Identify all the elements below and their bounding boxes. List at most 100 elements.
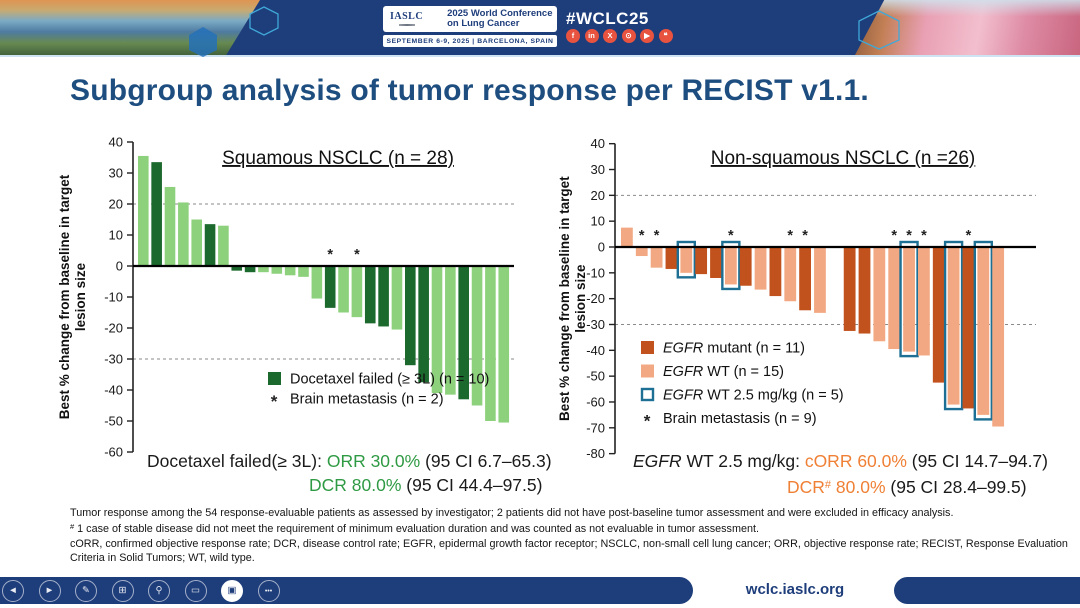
pen-button[interactable]: ✎ [75,580,97,602]
bar [498,266,510,423]
iaslc-emblem-icon [398,24,415,26]
brain-metastasis-asterisk: * [891,228,897,244]
bar [204,224,216,266]
dose-outline-marker [973,240,993,421]
bar [445,266,456,395]
see-all-slides-button[interactable]: ⊞ [111,580,134,602]
bar [138,155,149,266]
zoom-button[interactable]: ⚲ [148,580,170,602]
bar [918,247,930,356]
bar [888,247,901,350]
brain-metastasis-asterisk: * [654,228,660,244]
bar [784,247,797,302]
chart-legend: EGFR mutant (n = 11) EGFR WT (n = 15) EGFR… [640,341,844,431]
bar [724,247,737,285]
brain-metastasis-asterisk: * [787,228,793,244]
conference-banner: IASLC 2025 World Conference on Lung Canc… [0,0,1080,57]
y-tick-label: -10 [104,290,123,305]
result-text-segment: DCR [787,476,825,497]
y-tick-label: -10 [586,265,605,280]
hexagon-decoration-left [249,6,279,36]
instagram-icon: ⊙ [621,29,636,43]
bar [873,247,886,342]
bar [418,266,429,383]
bar [378,266,389,327]
dose-outline-marker [676,240,697,279]
y-axis: 40 30 20 10 0 -10 -20 -30 -40 -50 -60 -70 -80 [586,136,616,461]
waterfall-bars: * * * * * * * * * [621,227,1005,427]
brain-metastasis-asterisk: * [354,247,360,263]
y-tick-label: -40 [586,343,605,358]
legend-label: Docetaxel failed (≥ 3L) (n = 10) [290,372,489,388]
result-text-segment: DCR 80.0% [309,474,402,495]
bar [650,247,663,268]
legend-label: EGFR WT (n = 15) [663,364,784,380]
legend-asterisk: * [644,412,651,431]
y-tick-label: 20 [591,188,605,203]
camera-button[interactable]: ▣ [221,580,243,602]
footnote-line: Criteria in Solid Tumors; WT, wild type. [70,552,255,565]
brain-metastasis-asterisk: * [921,228,927,244]
dose-outline-marker [899,240,919,358]
facebook-icon: f [566,29,580,43]
hexagon-decoration-filled [189,27,217,57]
bar [799,247,811,311]
next-button[interactable]: ► [38,580,61,602]
bar [665,247,678,269]
chart-legend: Docetaxel failed (≥ 3L) (n = 10) * Brain m… [268,372,489,411]
chart-title: Squamous NSCLC (n = 28) [222,148,454,169]
bar [164,186,176,266]
bar [431,266,443,394]
bar [458,266,469,400]
legend-outline-swatch [640,387,655,402]
result-text-segment: 80.0% [831,476,886,497]
bar [814,247,826,313]
result-text-segment: WT 2.5 mg/kg: [681,451,805,471]
conference-title: 2025 World Conference on Lung Cancer [447,8,552,30]
bar [754,247,767,290]
result-text-segment: EGFR [633,451,682,471]
wechat-icon: ❝ [658,29,673,43]
chart-title: Non-squamous NSCLC (n =26) [711,148,976,169]
youtube-icon: ▶ [640,29,654,43]
result-text-segment: cORR 60.0% [804,451,907,471]
waterfall-chart-squamous: 40 30 20 10 0 -10 -20 -30 -40 -50 -60 Best % change… [55,135,533,474]
result-line: DCR# 80.0% (95 CI 28.4–99.5) [787,474,1080,500]
footnote-line: Tumor response among the 54 response-eva… [70,507,954,519]
bar [485,266,496,421]
bar [471,266,483,406]
footer-bar-right [894,577,1080,604]
conference-logo: IASLC 2025 World Conference on Lung Canc… [383,6,557,47]
bar [695,247,708,275]
previous-button[interactable]: ◄ [2,580,24,602]
bar [178,202,189,266]
result-line: EGFR WT 2.5 mg/kg: cORR 60.0% (95 CI 14.… [633,450,1080,474]
result-text-segment: ORR 30.0% [326,451,421,471]
linkedin-icon: in [584,29,599,43]
more-button[interactable]: ••• [257,580,280,602]
y-tick-label: -70 [586,420,605,435]
bar [635,247,648,257]
bar [710,247,722,278]
y-tick-label: 40 [591,136,605,151]
bar [843,247,856,331]
bar [903,247,915,352]
y-tick-label: -20 [104,321,123,336]
y-tick-label: 10 [109,228,123,243]
bar [338,266,349,313]
y-tick-label: -40 [104,383,123,398]
y-tick-label: -30 [104,352,123,367]
subtitles-button[interactable]: ▭ [184,580,207,602]
footer-url: wclc.iaslc.org [745,581,845,598]
bar [284,266,296,276]
bar [947,247,960,405]
y-tick-label: 30 [109,166,123,181]
bar [992,247,1005,427]
y-tick-label: -50 [586,369,605,384]
brain-metastasis-asterisk: * [327,247,333,263]
dose-outline-marker [721,240,741,291]
result-line: DCR 80.0% (95 CI 44.4–97.5) [309,474,542,498]
iaslc-name: IASLC [390,11,424,22]
y-tick-label: -20 [586,291,605,306]
bar [621,227,633,247]
